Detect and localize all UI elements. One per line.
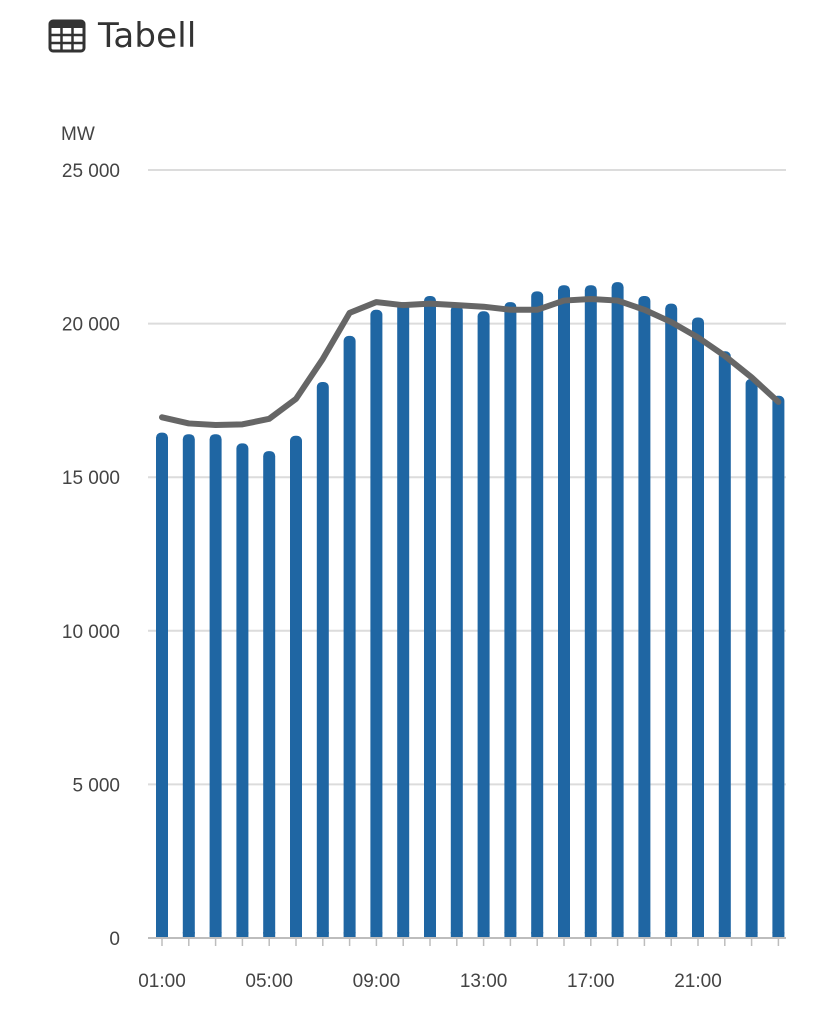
x-tick-label: 21:00 bbox=[674, 971, 722, 992]
x-tick-label: 17:00 bbox=[567, 971, 615, 992]
y-tick-label: 20 000 bbox=[62, 315, 120, 336]
bar-base bbox=[182, 932, 195, 938]
bar-base bbox=[665, 932, 678, 938]
bar bbox=[424, 295, 436, 938]
bar bbox=[692, 317, 704, 938]
bar-base bbox=[477, 932, 490, 938]
series-line bbox=[159, 296, 782, 428]
bar-base bbox=[692, 932, 704, 938]
x-tick-label: 05:00 bbox=[245, 971, 293, 992]
bar bbox=[638, 295, 651, 938]
y-axis-unit-label: MW bbox=[61, 124, 95, 145]
line-series bbox=[159, 296, 782, 428]
table-view-link[interactable]: Tabell bbox=[48, 14, 197, 58]
bar-base bbox=[638, 932, 651, 938]
bar bbox=[611, 282, 624, 938]
bar bbox=[343, 335, 356, 938]
bar bbox=[236, 443, 249, 938]
bar bbox=[182, 434, 195, 938]
x-axis: 01:00 05:00 09:00 13:00 17:00 21:00 bbox=[138, 937, 786, 992]
bar-base bbox=[263, 932, 276, 938]
bar-base bbox=[316, 932, 329, 938]
y-tick-label: 15 000 bbox=[62, 468, 120, 489]
bar bbox=[718, 351, 731, 938]
bar bbox=[772, 395, 785, 938]
bar-base bbox=[343, 932, 356, 938]
bar bbox=[745, 378, 758, 938]
bar bbox=[316, 381, 329, 938]
y-tick-label: 10 000 bbox=[62, 622, 120, 643]
bar bbox=[665, 303, 678, 939]
bar-base bbox=[718, 932, 731, 938]
bar bbox=[477, 311, 490, 938]
bar-base bbox=[236, 932, 249, 938]
bar bbox=[290, 435, 302, 938]
bar-base bbox=[611, 932, 624, 938]
x-tick-label: 13:00 bbox=[460, 971, 508, 992]
bar-base bbox=[290, 932, 302, 938]
y-tick-label: 25 000 bbox=[62, 161, 120, 182]
bar-base bbox=[370, 932, 383, 938]
header-title: Tabell bbox=[98, 16, 197, 56]
bar bbox=[397, 302, 410, 938]
bar-base bbox=[397, 932, 410, 938]
bar bbox=[156, 432, 168, 938]
bar-base bbox=[209, 932, 222, 938]
bar bbox=[504, 302, 517, 938]
bar-base bbox=[531, 932, 544, 938]
bar bbox=[450, 305, 463, 939]
bar-base bbox=[558, 932, 570, 938]
y-tick-label: 0 bbox=[109, 929, 120, 950]
y-axis-ticks: 0 5 000 10 000 15 000 20 000 25 000 bbox=[62, 161, 120, 950]
bar-series bbox=[156, 282, 785, 939]
bar-base bbox=[450, 932, 463, 938]
x-tick-label: 01:00 bbox=[138, 971, 186, 992]
y-tick-label: 5 000 bbox=[72, 775, 120, 796]
bar-base bbox=[772, 932, 785, 938]
bar-base bbox=[745, 932, 758, 938]
bar bbox=[263, 451, 276, 938]
bar bbox=[209, 434, 222, 938]
bar bbox=[558, 285, 570, 938]
bar bbox=[584, 285, 597, 938]
bar-base bbox=[584, 932, 597, 938]
x-tick-label: 09:00 bbox=[353, 971, 401, 992]
bar-base bbox=[156, 932, 168, 938]
bar-base bbox=[504, 932, 517, 938]
bar bbox=[531, 291, 544, 938]
bar bbox=[370, 309, 383, 938]
table-icon bbox=[48, 17, 86, 55]
bar-base bbox=[424, 932, 436, 938]
